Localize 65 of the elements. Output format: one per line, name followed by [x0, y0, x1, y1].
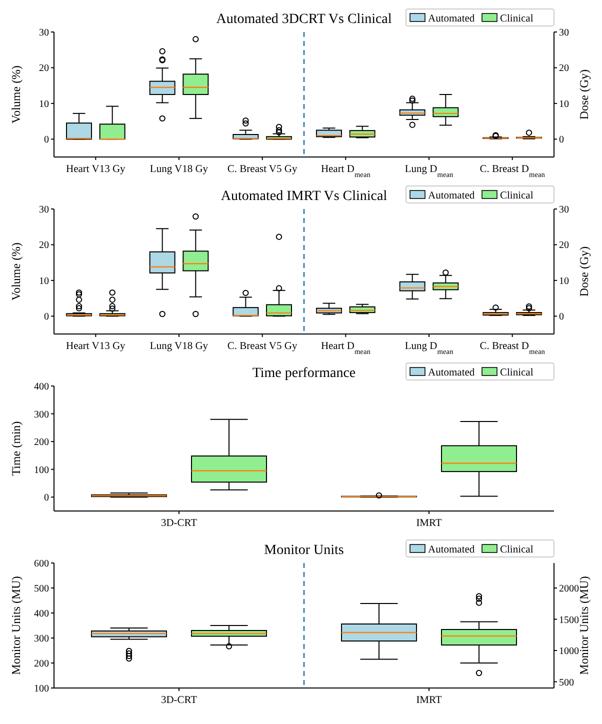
y-tick-label: 300	[34, 409, 49, 420]
y-tick-label: 500	[34, 584, 49, 594]
chart-title: Automated IMRT Vs Clinical	[220, 189, 388, 204]
y-tick-label: 30	[39, 28, 49, 38]
y2-tick-label: 10	[559, 98, 569, 110]
y-axis-title: Volume (%)	[9, 242, 23, 301]
x-tick-label: C. Breast V5 Gy	[227, 341, 298, 352]
x-tick-label: 3D-CRT	[160, 695, 198, 706]
y-axis-title: Monitor Units (MU)	[9, 576, 23, 675]
x-tick-label: IMRT	[416, 518, 442, 529]
chart-title: Automated 3DCRT Vs Clinical	[216, 12, 392, 27]
y2-tick-label: 1000	[559, 646, 579, 657]
y2-tick-label: 1500	[559, 614, 579, 626]
x-tick-label: Lung V18 Gy	[150, 164, 209, 175]
y-tick-label: 300	[34, 634, 49, 644]
x-tick-label: Lung D$_{mean}$	[404, 341, 454, 356]
legend-label: Clinical	[500, 14, 534, 24]
x-tick-label: 3D-CRT	[160, 518, 198, 529]
x-tick-label: Heart D$_{mean}$	[320, 341, 371, 356]
y2-tick-label: 10	[559, 276, 569, 287]
legend-label: Clinical	[500, 190, 534, 202]
legend-label: Clinical	[500, 368, 534, 378]
legend-label: Automated	[428, 368, 476, 378]
legend-label: Automated	[428, 544, 476, 556]
y-tick-label: 20	[39, 240, 49, 252]
y-tick-label: 30	[39, 204, 49, 216]
x-tick-label: C. Breast D$_{mean}$	[480, 164, 546, 178]
y2-axis-title: Dose (Gy)	[577, 246, 591, 297]
y2-tick-label: 500	[559, 677, 574, 688]
x-tick-label: C. Breast V5 Gy	[227, 164, 298, 175]
y-tick-label: 10	[39, 276, 49, 287]
y2-tick-label: 2000	[559, 584, 579, 594]
y2-tick-label: 20	[559, 63, 569, 74]
y-tick-label: 600	[34, 558, 49, 570]
y-axis-title: Time (min)	[9, 421, 23, 476]
x-tick-label: Heart D$_{mean}$	[320, 164, 371, 178]
x-tick-label: Heart V13 Gy	[66, 341, 126, 352]
y-tick-label: 20	[39, 63, 49, 74]
x-tick-label: C. Breast D$_{mean}$	[480, 341, 546, 356]
y2-tick-label: 0	[559, 134, 564, 146]
y-tick-label: 200	[34, 437, 49, 448]
y2-axis-title: Dose (Gy)	[577, 69, 591, 120]
y-tick-label: 400	[34, 382, 49, 392]
x-tick-label: Lung D$_{mean}$	[404, 164, 454, 178]
chart-title: Monitor Units	[264, 543, 344, 558]
x-tick-label: Heart V13 Gy	[66, 164, 126, 175]
y-tick-label: 100	[34, 464, 49, 476]
y-tick-label: 400	[34, 608, 49, 620]
legend-label: Automated	[428, 14, 476, 24]
y-tick-label: 10	[39, 98, 49, 110]
chart-title: Time performance	[252, 366, 356, 381]
y-axis-title: Volume (%)	[9, 65, 23, 124]
x-tick-label: Lung V18 Gy	[150, 341, 209, 352]
y-tick-label: 0	[44, 134, 49, 146]
y2-tick-label: 30	[559, 28, 569, 38]
legend-label: Clinical	[500, 544, 534, 556]
y-tick-label: 0	[44, 492, 49, 504]
y2-tick-label: 30	[559, 204, 569, 216]
y-tick-label: 0	[44, 312, 49, 323]
y-tick-label: 200	[34, 658, 49, 670]
legend-label: Automated	[428, 190, 476, 202]
y2-tick-label: 20	[559, 240, 569, 252]
y-tick-label: 100	[34, 684, 49, 694]
x-tick-label: IMRT	[416, 695, 442, 706]
y2-tick-label: 0	[559, 312, 564, 323]
